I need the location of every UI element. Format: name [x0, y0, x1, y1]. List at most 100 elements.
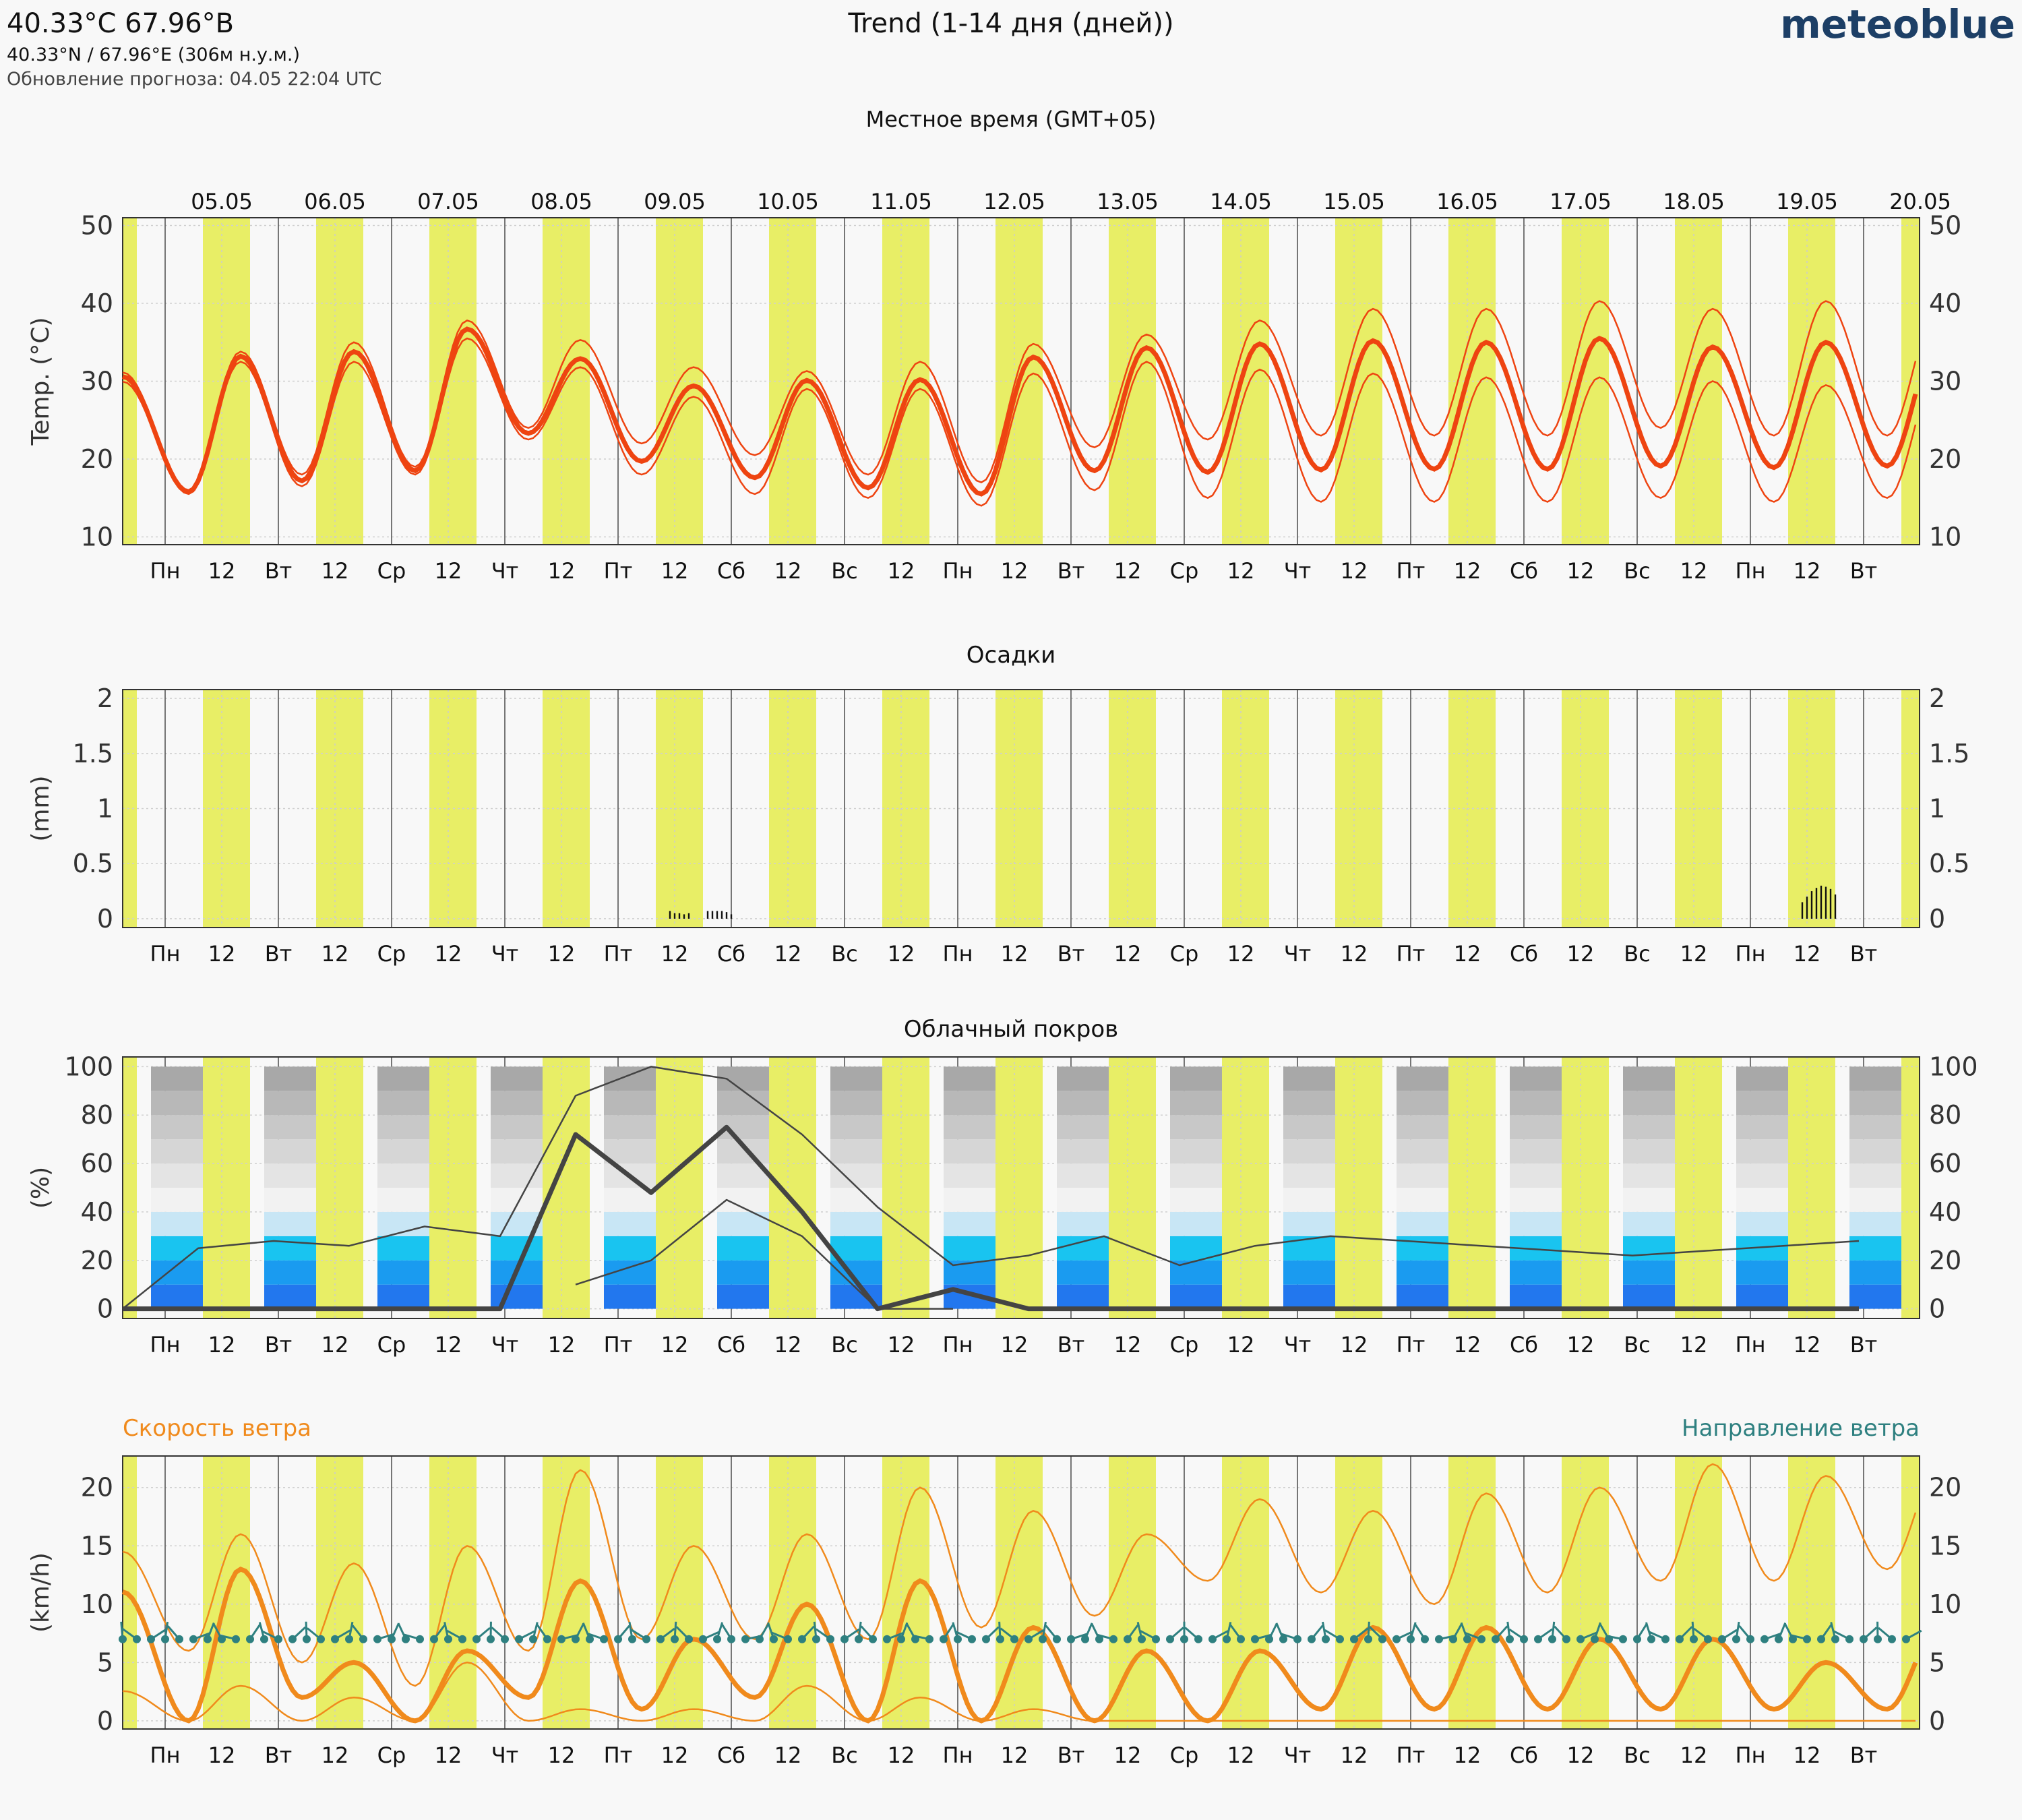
cloud-layer-band	[1623, 1066, 1675, 1091]
x-tick-weekday: Ср	[1170, 1742, 1199, 1768]
cloud-layer-band	[1057, 1115, 1109, 1140]
cloud-layer-band	[151, 1236, 203, 1261]
x-tick-noon: 12	[435, 1742, 462, 1768]
x-tick-weekday: Чт	[1284, 1332, 1312, 1358]
cloud-layer-band	[491, 1115, 543, 1140]
wind-direction-dot	[1562, 1635, 1570, 1643]
wind-direction-dot	[1336, 1635, 1344, 1643]
x-tick-noon: 12	[321, 1332, 349, 1358]
y-tick-label-right: 30	[1929, 367, 1961, 396]
cloud-layer-band	[1510, 1163, 1562, 1188]
daylight-band	[1788, 1057, 1835, 1318]
cloud-layer-band	[830, 1188, 882, 1212]
cloud-layer-band	[1623, 1139, 1675, 1164]
cloud-layer-band	[604, 1066, 656, 1091]
cloud-layer-band	[1510, 1211, 1562, 1236]
cloud-layer-band	[264, 1211, 316, 1236]
cloud-layer-band	[830, 1091, 882, 1116]
x-tick-noon: 12	[1454, 941, 1481, 967]
precipitation-title: Осадки	[967, 642, 1055, 669]
x-tick-noon: 12	[548, 558, 576, 584]
cloud-layer-band	[264, 1066, 316, 1091]
y-tick-label-right: 100	[1929, 1052, 1978, 1081]
wind-direction-dot	[1081, 1635, 1089, 1643]
x-tick-weekday: Пт	[604, 558, 633, 584]
x-tick-weekday: Вт	[1058, 1742, 1085, 1768]
x-tick-noon: 12	[208, 1332, 236, 1358]
daylight-band	[1448, 1456, 1496, 1729]
wind-direction-dot	[1449, 1635, 1457, 1643]
daylight-band	[123, 1057, 137, 1318]
y-tick-label-left: 20	[81, 444, 113, 474]
cloud-layer-band	[151, 1066, 203, 1091]
wind-direction-dot	[345, 1635, 353, 1643]
wind-direction-dot	[685, 1635, 693, 1643]
x-tick-weekday: Сб	[1510, 941, 1538, 967]
cloud-layer-band	[1397, 1284, 1448, 1309]
x-tick-noon: 12	[1680, 941, 1708, 967]
y-tick-label-left: 5	[97, 1647, 113, 1677]
wind-direction-dot	[1760, 1635, 1769, 1643]
chart-title: Trend (1-14 дня (дней))	[847, 8, 1173, 39]
wind-direction-dot	[147, 1635, 155, 1643]
cloud-layer-band	[604, 1091, 656, 1116]
wind-direction-dot	[515, 1635, 523, 1643]
wind-direction-dot	[1732, 1635, 1740, 1643]
daylight-band	[1675, 1057, 1722, 1318]
x-tick-weekday: Ср	[1170, 941, 1199, 967]
cloud-layer-band	[377, 1284, 429, 1309]
wind-direction-dot	[1039, 1635, 1047, 1643]
x-tick-weekday: Пн	[943, 941, 973, 967]
wind-direction-dot	[1888, 1635, 1896, 1643]
wind-direction-dot	[1364, 1635, 1372, 1643]
daylight-band	[1109, 1456, 1156, 1729]
cloud-cover-panel: 0 0 20 20 40 40 60 60 80 80 100 100 (%) Пн 12 Вт 12 Ср 12 Ч…	[27, 1052, 1978, 1358]
x-tick-noon: 12	[321, 1742, 349, 1768]
y-tick-label-left: 60	[81, 1149, 113, 1178]
cloud-layer-band	[717, 1260, 769, 1285]
cloud-layer-band	[1057, 1139, 1109, 1164]
x-tick-noon: 12	[888, 1332, 915, 1358]
date-label: 19.05	[1776, 189, 1838, 214]
y-tick-label-left: 0	[97, 1294, 113, 1324]
wind-direction-legend: Направление ветра	[1682, 1415, 1920, 1442]
x-tick-weekday: Пт	[604, 1742, 633, 1768]
meteoblue-logo: meteoblue	[1780, 1, 2015, 47]
y-tick-label-right: 2	[1929, 684, 1945, 713]
cloud-layer-band	[151, 1211, 203, 1236]
cloud-layer-band	[944, 1163, 995, 1188]
wind-direction-dot	[855, 1635, 863, 1643]
cloud-layer-band	[1849, 1091, 1901, 1116]
wind-direction-dot	[968, 1635, 976, 1643]
wind-direction-dot	[1279, 1635, 1287, 1643]
cloud-layer-band	[604, 1211, 656, 1236]
date-label: 05.05	[191, 189, 253, 214]
x-tick-noon: 12	[1567, 558, 1595, 584]
x-tick-noon: 12	[1454, 1742, 1481, 1768]
date-label: 15.05	[1323, 189, 1385, 214]
daylight-band	[769, 1057, 816, 1318]
daylight-band	[1335, 1057, 1382, 1318]
wind-direction-dot	[175, 1635, 183, 1643]
cloud-layer-band	[717, 1284, 769, 1309]
wind-direction-dot	[1166, 1635, 1174, 1643]
daylight-band	[429, 1456, 477, 1729]
cloud-layer-band	[1397, 1260, 1448, 1285]
plot-frame	[122, 217, 1920, 545]
cloud-layer-band	[944, 1139, 995, 1164]
cloud-layer-band	[717, 1091, 769, 1116]
wind-direction-dot	[1817, 1635, 1825, 1643]
cloud-layer-band	[1849, 1211, 1901, 1236]
x-tick-weekday: Вт	[1058, 558, 1085, 584]
daylight-band	[1109, 1057, 1156, 1318]
x-tick-weekday: Пт	[1397, 941, 1426, 967]
cloud-layer-band	[1849, 1163, 1901, 1188]
x-tick-weekday: Пн	[943, 1742, 973, 1768]
wind-direction-dot	[1024, 1635, 1033, 1643]
x-tick-weekday: Пн	[1736, 558, 1766, 584]
x-tick-weekday: Пн	[150, 1332, 181, 1358]
cloud-layer-band	[491, 1236, 543, 1261]
cloud-layer-band	[377, 1236, 429, 1261]
x-tick-noon: 12	[208, 558, 236, 584]
daylight-band	[882, 1456, 929, 1729]
